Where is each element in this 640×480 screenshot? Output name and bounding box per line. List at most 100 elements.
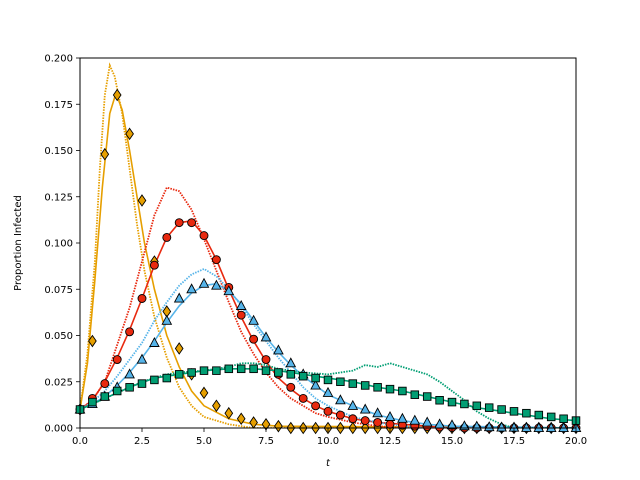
data-point: [174, 342, 184, 355]
data-point: [359, 403, 371, 414]
data-point: [522, 408, 531, 418]
data-point: [125, 327, 135, 337]
data-point: [249, 364, 258, 374]
x-tick-label: 15.0: [441, 436, 463, 447]
data-point: [112, 88, 122, 102]
data-point: [410, 390, 420, 399]
data-point: [261, 355, 271, 364]
data-point: [173, 292, 185, 303]
x-tick-label: 10.0: [317, 436, 339, 447]
data-point: [236, 412, 246, 426]
data-point: [422, 392, 432, 401]
data-point: [248, 314, 259, 325]
data-point: [174, 218, 184, 228]
data-point: [385, 384, 395, 394]
x-axis-title: t: [326, 458, 331, 469]
y-tick-label: 0.125: [44, 192, 73, 203]
data-point: [286, 382, 296, 392]
data-point: [421, 416, 433, 427]
data-point: [311, 373, 320, 383]
data-point: [385, 419, 395, 429]
y-tick-label: 0.150: [44, 146, 73, 157]
data-point: [335, 410, 345, 420]
data-point: [348, 379, 358, 388]
data-point: [384, 410, 396, 421]
data-point: [224, 406, 234, 420]
data-point: [187, 368, 196, 377]
data-point: [322, 386, 334, 397]
x-axis: 0.0 2.5 5.0 7.5 10.0 12.5 15.0 17.5 20.0: [72, 428, 587, 447]
x-tick-label: 12.5: [379, 436, 401, 447]
data-point: [136, 353, 148, 364]
data-point: [223, 285, 235, 296]
y-tick-label: 0.075: [44, 285, 73, 296]
data-point: [373, 418, 383, 427]
data-point: [273, 344, 284, 355]
data-point: [521, 421, 532, 432]
data-point: [260, 331, 272, 342]
data-point: [360, 416, 370, 426]
series-simulation-line: [80, 62, 576, 428]
data-point: [88, 334, 97, 348]
x-tick-label: 2.5: [134, 436, 150, 447]
data-point: [509, 407, 519, 416]
data-point: [348, 414, 358, 424]
data-point: [372, 407, 383, 418]
data-point: [447, 397, 457, 407]
data-point: [323, 406, 333, 416]
data-point: [137, 379, 147, 388]
data-point: [323, 375, 333, 385]
data-point: [310, 379, 321, 390]
series-simulation-line: [80, 362, 576, 428]
y-axis: 0.000 0.025 0.050 0.075 0.100 0.125 0.150 0.175…: [44, 54, 80, 435]
data-point: [236, 310, 246, 320]
data-point: [409, 414, 421, 425]
data-point: [224, 364, 234, 374]
data-point: [336, 377, 345, 387]
data-point: [397, 412, 408, 423]
series-3-markers: [75, 364, 581, 425]
data-point: [162, 232, 172, 242]
data-point: [274, 368, 283, 377]
data-point: [212, 399, 221, 413]
data-point: [298, 393, 308, 403]
x-tick-label: 7.5: [258, 436, 274, 447]
data-point: [186, 283, 197, 294]
data-point: [398, 386, 407, 396]
x-tick-label: 0.0: [72, 436, 88, 447]
data-point: [497, 405, 506, 414]
data-point: [298, 371, 308, 381]
data-point: [533, 422, 545, 433]
x-tick-label: 17.5: [503, 436, 525, 447]
data-point: [335, 394, 346, 405]
data-point: [199, 231, 209, 241]
data-point: [261, 366, 271, 375]
y-tick-label: 0.025: [44, 377, 73, 388]
data-point: [236, 364, 246, 374]
data-point: [112, 386, 122, 396]
data-point: [435, 396, 444, 405]
data-point: [137, 294, 147, 303]
y-tick-label: 0.200: [44, 54, 73, 65]
data-point: [472, 401, 482, 411]
y-tick-label: 0.050: [44, 331, 73, 342]
data-point: [311, 401, 321, 411]
y-tick-label: 0.175: [44, 100, 73, 111]
data-point: [484, 403, 494, 412]
data-point: [199, 366, 209, 375]
data-point: [460, 399, 469, 409]
data-point: [125, 383, 134, 392]
data-point: [286, 370, 296, 379]
data-point: [285, 357, 297, 368]
data-point: [100, 379, 110, 389]
y-axis-title: Proportion Infected: [13, 195, 24, 291]
data-point: [211, 255, 221, 265]
y-tick-label: 0.100: [44, 239, 73, 250]
data-point: [150, 375, 159, 385]
data-point: [534, 410, 544, 420]
data-point: [88, 397, 97, 407]
data-point: [100, 392, 110, 401]
data-point: [161, 314, 173, 325]
data-point: [211, 279, 222, 290]
